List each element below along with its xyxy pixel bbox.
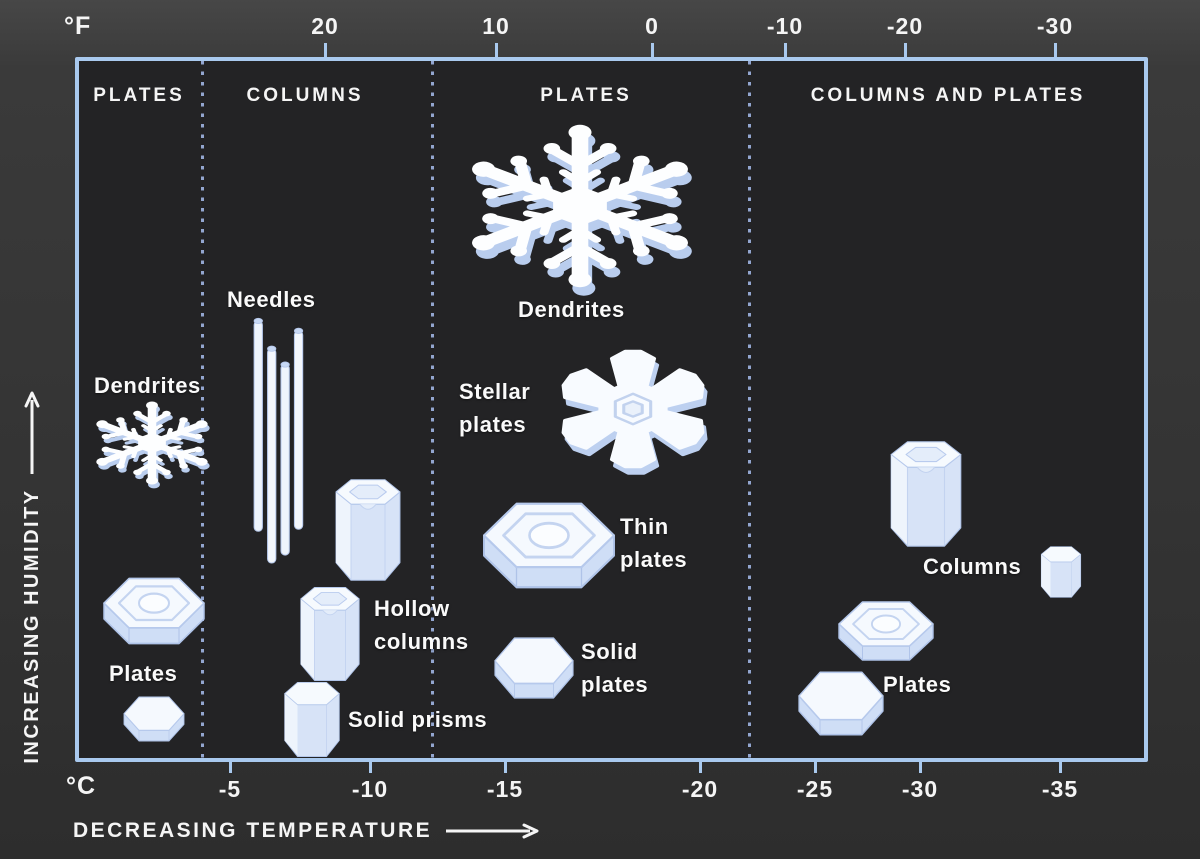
thin-plate-icon <box>482 502 616 589</box>
top-tick-mark <box>324 43 327 58</box>
region-header-plates-1: PLATES <box>93 85 185 106</box>
bottom-tick-label: -5 <box>218 776 242 802</box>
plate-plain-right-icon <box>798 671 884 736</box>
bottom-tick-label: -15 <box>486 776 524 802</box>
top-tick-mark <box>784 43 787 58</box>
hollow-columns-label-line1: Hollow <box>374 596 450 621</box>
bottom-tick-mark <box>369 758 372 773</box>
solid-plates-label: Solid plates <box>581 635 648 701</box>
plate-patterned-icon <box>103 577 205 645</box>
top-tick-mark <box>904 43 907 58</box>
top-tick-label: 0 <box>645 13 659 39</box>
hollow-column-large-icon <box>335 479 401 581</box>
bottom-tick-mark <box>229 758 232 773</box>
thin-plates-label-line1: Thin <box>620 514 669 539</box>
solid-plates-label-line2: plates <box>581 672 649 697</box>
arrow-right-icon <box>24 391 40 475</box>
bottom-axis-unit: °C <box>66 772 97 800</box>
solid-plate-icon <box>494 637 574 699</box>
dendrite-large-icon <box>452 118 708 294</box>
hollow-columns-label: Hollow columns <box>374 592 469 658</box>
thin-plates-label-line2: plates <box>620 547 688 572</box>
region-divider <box>201 61 204 758</box>
bottom-tick-label: -30 <box>901 776 939 802</box>
stellar-plates-label-line2: plates <box>459 412 527 437</box>
dendrites-left-label: Dendrites <box>94 373 201 398</box>
region-header-columns-and-plates: COLUMNS AND PLATES <box>810 85 1086 106</box>
bottom-tick-mark <box>699 758 702 773</box>
solid-prism-icon <box>284 682 340 757</box>
thin-plates-label: Thin plates <box>620 510 687 576</box>
hollow-column-small-icon <box>300 587 360 681</box>
columns-right-label: Columns <box>923 554 1022 579</box>
needles-icon <box>253 317 304 564</box>
hollow-columns-label-line2: columns <box>374 629 469 654</box>
region-header-columns: COLUMNS <box>246 85 364 106</box>
dendrite-small-icon <box>86 398 218 488</box>
column-large-icon <box>890 441 962 547</box>
top-tick-mark <box>651 43 654 58</box>
bottom-tick-mark <box>919 758 922 773</box>
column-small-icon <box>1040 546 1082 598</box>
bottom-tick-label: -25 <box>796 776 834 802</box>
top-tick-label: -10 <box>766 13 804 39</box>
x-axis-title: DECREASING TEMPERATURE <box>73 816 542 846</box>
y-axis-title: INCREASING HUMIDITY <box>16 376 48 776</box>
stellar-plates-label-line1: Stellar <box>459 379 531 404</box>
stellar-plates-label: Stellar plates <box>459 375 530 441</box>
plate-plain-small-icon <box>123 696 185 742</box>
plates-left-label: Plates <box>109 661 178 686</box>
bottom-tick-label: -10 <box>351 776 389 802</box>
y-axis-title-text: INCREASING HUMIDITY <box>20 488 43 764</box>
top-tick-label: 20 <box>311 13 339 39</box>
top-axis-unit: °F <box>64 12 92 40</box>
top-tick-label: 10 <box>482 13 510 39</box>
bottom-tick-mark <box>504 758 507 773</box>
needles-label: Needles <box>227 287 316 312</box>
top-tick-label: -30 <box>1036 13 1074 39</box>
plate-patterned-right-icon <box>838 601 934 661</box>
plates-right-label: Plates <box>883 672 952 697</box>
bottom-tick-label: -35 <box>1041 776 1079 802</box>
bottom-tick-label: -20 <box>681 776 719 802</box>
x-axis-title-text: DECREASING TEMPERATURE <box>73 819 433 842</box>
solid-plates-label-line1: Solid <box>581 639 638 664</box>
bottom-tick-mark <box>814 758 817 773</box>
region-divider <box>431 61 434 758</box>
top-tick-mark <box>1054 43 1057 58</box>
dendrites-center-label: Dendrites <box>518 297 625 322</box>
solid-prisms-label: Solid prisms <box>348 707 488 732</box>
stellar-plate-icon <box>553 348 713 470</box>
region-divider <box>748 61 751 758</box>
bottom-tick-mark <box>1059 758 1062 773</box>
top-tick-label: -20 <box>886 13 924 39</box>
arrow-right-icon <box>446 823 539 839</box>
region-header-plates-2: PLATES <box>540 85 632 106</box>
top-tick-mark <box>495 43 498 58</box>
